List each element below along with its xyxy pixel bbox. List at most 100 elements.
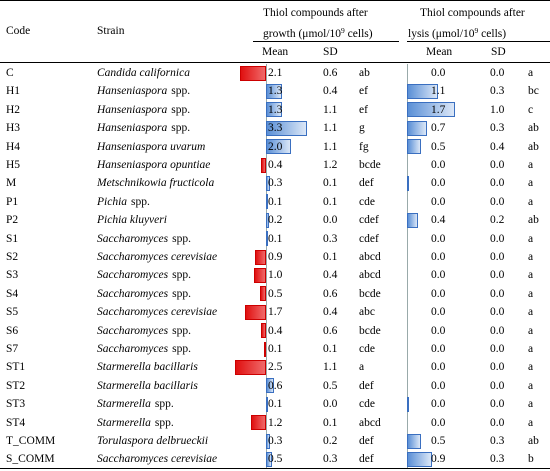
cell-code: H3 xyxy=(6,122,21,135)
cell-growth-mean: 0.9 xyxy=(268,251,283,263)
cell-lysis-sd: 0.3 xyxy=(490,435,505,447)
growth-mean-bar xyxy=(251,415,266,431)
cell-code: ST4 xyxy=(6,416,26,429)
cell-code: ST2 xyxy=(6,379,26,392)
cell-lysis-significance: c xyxy=(528,103,534,116)
cell-code: ST1 xyxy=(6,361,26,374)
header-strain: Strain xyxy=(97,25,125,37)
cell-lysis-sd: 0.4 xyxy=(490,140,505,153)
cell-growth-mean: 0.1 xyxy=(268,343,283,355)
cell-lysis-mean: 0.0 xyxy=(431,416,446,429)
header-lysis-sd: SD xyxy=(491,46,506,58)
cell-lysis-sd: 0.0 xyxy=(490,287,505,300)
cell-lysis-significance: a xyxy=(528,251,534,263)
growth-mean-bar xyxy=(266,433,270,449)
header-growth-line1: Thiol compounds after xyxy=(263,7,368,19)
cell-growth-significance: bcde xyxy=(359,159,381,171)
cell-strain: Hanseniaspora spp. xyxy=(97,84,190,98)
cell-lysis-mean: 0.0 xyxy=(431,251,446,263)
growth-mean-bar xyxy=(266,451,273,467)
header-growth-sd: SD xyxy=(323,46,338,58)
cell-growth-sd: 0.6 xyxy=(323,67,338,79)
cell-code: C xyxy=(6,67,14,79)
cell-lysis-significance: a xyxy=(528,343,534,355)
strain-spp-suffix: spp. xyxy=(171,103,191,116)
strain-spp-suffix: spp. xyxy=(172,287,191,300)
cell-growth-mean: 0.1 xyxy=(268,232,283,245)
cell-strain: Starmerella bacillaris xyxy=(97,360,198,374)
table-bottom-rule xyxy=(0,468,550,469)
lysis-mean-bar xyxy=(407,139,421,155)
growth-mean-bar xyxy=(264,341,266,357)
cell-lysis-mean: 0.0 xyxy=(431,287,446,300)
cell-growth-significance: ef xyxy=(359,103,368,116)
strain-species-name: Saccharomyces xyxy=(97,232,169,245)
cell-growth-significance: def xyxy=(359,435,374,447)
cell-strain: Pichia spp. xyxy=(97,195,150,209)
cell-growth-sd: 1.1 xyxy=(323,122,338,135)
cell-lysis-mean: 0.0 xyxy=(431,269,446,282)
cell-growth-significance: cdef xyxy=(359,214,379,227)
strain-spp-suffix: spp. xyxy=(172,232,191,245)
cell-lysis-sd: 0.0 xyxy=(490,159,505,171)
cell-lysis-significance: a xyxy=(528,159,534,171)
cell-strain: Pichia kluyveri xyxy=(97,213,167,227)
cell-lysis-mean: 0.0 xyxy=(431,343,446,355)
cell-strain: Saccharomyces spp. xyxy=(97,232,191,246)
cell-growth-sd: 0.6 xyxy=(323,324,338,337)
cell-lysis-sd: 0.0 xyxy=(490,195,505,208)
cell-lysis-sd: 0.3 xyxy=(490,85,505,98)
growth-mean-bar xyxy=(266,231,268,247)
cell-growth-sd: 0.1 xyxy=(323,195,338,208)
header-growth-line2: growth (μmol/109 cells) xyxy=(263,26,373,40)
cell-lysis-significance: ab xyxy=(528,122,539,135)
strain-species-name: Saccharomyces xyxy=(97,287,169,300)
cell-growth-mean: 0.1 xyxy=(268,398,283,411)
cell-growth-significance: bcde xyxy=(359,324,381,337)
cell-strain: Starmerella spp. xyxy=(97,397,174,411)
cell-lysis-sd: 0.2 xyxy=(490,214,505,227)
growth-mean-bar xyxy=(266,194,268,210)
cell-lysis-significance: b xyxy=(528,453,534,466)
cell-lysis-significance: a xyxy=(528,416,534,429)
growth-mean-bar xyxy=(266,378,274,394)
cell-lysis-mean: 0.0 xyxy=(431,324,446,337)
cell-lysis-sd: 0.0 xyxy=(490,324,505,337)
strain-species-name: Starmerella xyxy=(97,416,151,429)
strain-spp-suffix: spp. xyxy=(171,122,191,135)
cell-lysis-significance: ab xyxy=(528,435,539,447)
growth-mean-bar xyxy=(261,323,266,339)
cell-code: H1 xyxy=(6,85,21,98)
header-sub-rule-growth xyxy=(253,41,399,42)
cell-growth-mean: 0.5 xyxy=(268,453,283,466)
cell-lysis-significance: a xyxy=(528,195,534,208)
header-growth-mean: Mean xyxy=(262,46,289,58)
header-sub-rule-lysis xyxy=(407,41,550,42)
cell-lysis-mean: 0.0 xyxy=(431,177,446,190)
lysis-mean-bar xyxy=(407,396,409,412)
growth-mean-bar xyxy=(266,396,268,412)
cell-lysis-significance: a xyxy=(528,232,534,245)
growth-mean-bar xyxy=(266,83,283,99)
cell-growth-mean: 1.0 xyxy=(268,269,283,282)
cell-code: S3 xyxy=(6,269,19,282)
cell-growth-significance: cdef xyxy=(359,232,379,245)
strain-species-name: Starmerella xyxy=(97,398,151,411)
cell-code: S2 xyxy=(6,251,19,263)
cell-lysis-mean: 0.9 xyxy=(431,453,446,466)
cell-lysis-sd: 0.0 xyxy=(490,361,505,374)
cell-lysis-mean: 0.5 xyxy=(431,435,446,447)
cell-lysis-mean: 0.4 xyxy=(431,214,446,227)
cell-growth-sd: 1.1 xyxy=(323,361,338,374)
cell-growth-significance: ef xyxy=(359,85,368,98)
cell-code: P2 xyxy=(6,214,19,227)
cell-growth-significance: cde xyxy=(359,398,375,411)
cell-strain: Saccharomyces cerevisiae xyxy=(97,452,217,466)
cell-lysis-significance: a xyxy=(528,67,534,79)
cell-growth-significance: abcd xyxy=(359,269,381,282)
cell-growth-mean: 1.7 xyxy=(268,306,283,319)
cell-strain: Saccharomyces spp. xyxy=(97,324,191,338)
cell-code: H5 xyxy=(6,159,21,171)
cell-growth-sd: 1.1 xyxy=(323,103,338,116)
cell-lysis-sd: 0.0 xyxy=(490,251,505,263)
